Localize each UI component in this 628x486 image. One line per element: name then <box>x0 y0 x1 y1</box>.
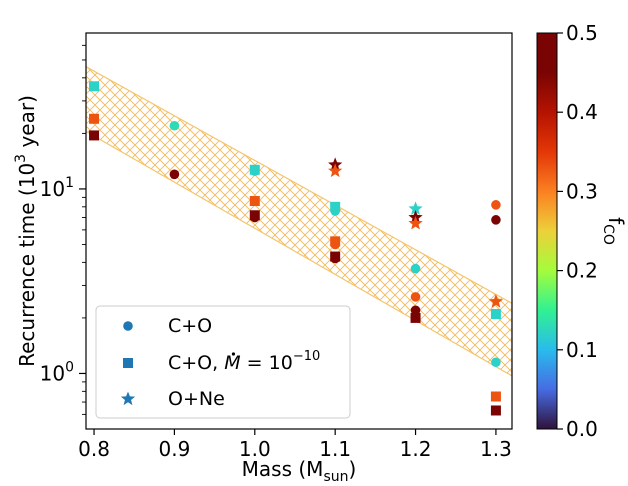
y-axis-label-sup: 3 <box>13 154 29 163</box>
x-tick-label: 1.2 <box>400 437 432 461</box>
mdot-dot <box>231 352 236 356</box>
data-point-circle <box>491 215 501 225</box>
colorbar-tick-label: 0.5 <box>566 21 598 45</box>
colorbar <box>536 32 558 430</box>
legend-mdot-symbol: M <box>224 352 240 374</box>
data-point-star <box>328 163 343 178</box>
legend-label-one: O+Ne <box>168 388 225 410</box>
data-point-circle <box>410 305 421 316</box>
data-point-circle <box>410 263 421 274</box>
colorbar-tick-label: 0.0 <box>566 417 598 441</box>
data-point-square <box>330 251 341 262</box>
data-point-square <box>89 130 100 141</box>
colorbar-tick-label: 0.3 <box>566 179 598 203</box>
data-point-star <box>408 215 423 230</box>
x-tick-label: 1.0 <box>239 437 271 461</box>
plot-frame <box>85 32 513 430</box>
legend-box <box>95 305 351 419</box>
data-point-square <box>249 164 260 175</box>
y-tick-label: 101 <box>40 175 74 201</box>
data-point-square <box>330 236 341 247</box>
legend-label-co: C+O <box>168 315 212 337</box>
data-point-square <box>490 308 501 319</box>
colorbar-label-sub: CO <box>600 224 616 245</box>
colorbar-tick-label: 0.4 <box>566 100 598 124</box>
colorbar-tick-label: 0.2 <box>566 259 598 283</box>
x-axis-label: Mass (Msun) <box>242 457 357 485</box>
data-point-circle <box>410 292 421 302</box>
legend-marker-star <box>120 391 136 406</box>
data-point-square <box>490 391 501 402</box>
x-tick-label: 0.8 <box>78 437 110 461</box>
legend-marker-circle <box>123 321 133 331</box>
data-point-square <box>249 210 260 221</box>
data-point-square <box>249 196 260 207</box>
x-tick-label: 1.1 <box>319 437 351 461</box>
data-point-square <box>490 405 501 416</box>
data-point-square <box>89 113 100 124</box>
colorbar-tick-label: 0.1 <box>566 338 598 362</box>
x-axis-label-sub: sun <box>323 469 348 485</box>
legend: C+O C+O, M = 10−10 O+Ne <box>95 305 351 419</box>
legend-label-co-mdot: C+O, M = 10−10 <box>168 349 320 374</box>
y-tick-label: 100 <box>40 359 74 385</box>
data-point-circle <box>169 120 180 131</box>
data-point-square <box>410 312 421 323</box>
legend-exponent: −10 <box>293 349 320 364</box>
legend-marker-square <box>123 358 133 368</box>
data-point-circle <box>169 169 180 180</box>
x-tick-label: 0.9 <box>159 437 191 461</box>
colorbar-label: fCO <box>600 217 628 245</box>
uncertainty-band <box>86 65 512 377</box>
data-point-square <box>330 201 341 212</box>
data-point-circle <box>491 200 501 210</box>
x-tick-label: 1.3 <box>480 437 512 461</box>
data-point-square <box>89 81 100 92</box>
y-axis-label: Recurrence time (103 year) <box>13 95 39 367</box>
data-point-star <box>408 201 423 215</box>
data-point-circle <box>491 357 501 368</box>
data-point-star <box>488 294 504 308</box>
